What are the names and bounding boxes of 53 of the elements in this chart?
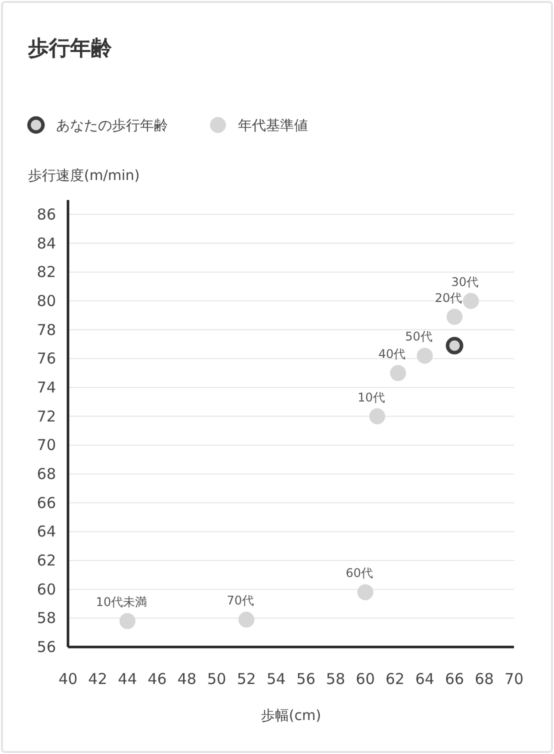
x-tick-label: 56 [296, 670, 316, 688]
annotation: 30代 [451, 274, 479, 289]
y-tick-label: 58 [36, 609, 56, 628]
x-tick-label: 42 [88, 670, 108, 688]
x-tick-label: 62 [386, 670, 405, 688]
x-tick-label: 66 [444, 670, 464, 688]
x-tick-label: 40 [58, 670, 78, 688]
point [238, 612, 254, 628]
point [357, 584, 374, 600]
annotation: 50代 [405, 330, 432, 344]
point [390, 365, 406, 382]
x-tick-label: 58 [326, 670, 346, 688]
y-tick-label: 86 [36, 205, 56, 224]
x-tick-label: 64 [415, 670, 434, 688]
point [446, 308, 463, 325]
annotation: 10代 [358, 390, 385, 404]
annotation: 20代 [434, 290, 462, 305]
x-tick-label: 60 [356, 670, 375, 688]
y-tick-label: 82 [36, 263, 56, 282]
y-tick-label: 68 [36, 464, 56, 483]
x-tick-label: 54 [266, 670, 286, 688]
y-tick-label: 72 [36, 407, 56, 426]
y-tick-label: 62 [36, 551, 56, 570]
x-axis-title: 歩幅(cm) [260, 708, 322, 724]
legend-label: 年代基準値 [238, 118, 308, 134]
y-tick-label: 66 [36, 494, 56, 512]
y-tick-label: 84 [36, 234, 56, 252]
y-tick-label: 64 [36, 522, 56, 541]
x-tick-label: 44 [118, 670, 138, 688]
point [416, 348, 433, 364]
annotation: 70代 [226, 594, 254, 608]
annotation: 40代 [378, 347, 406, 362]
y-tick-label: 76 [36, 350, 56, 368]
point [462, 292, 479, 309]
y-tick-label: 74 [36, 378, 56, 396]
x-tick-label: 52 [236, 670, 256, 688]
annotation: 60代 [346, 566, 373, 580]
legend-label: あなたの歩行年齢 [56, 118, 168, 134]
y-tick-label: 80 [36, 292, 56, 310]
x-tick-label: 68 [474, 670, 494, 688]
x-tick-label: 70 [504, 670, 524, 688]
x-tick-label: 48 [177, 670, 196, 688]
annotation: 10代未満 [96, 595, 148, 610]
x-tick-label: 50 [207, 670, 226, 688]
y-tick-label: 70 [36, 436, 56, 454]
chart-title: 歩行年齢 [27, 36, 113, 60]
y-tick-label: 78 [36, 320, 56, 339]
y-axis-title: 歩行速度(m/min) [28, 168, 140, 184]
point [369, 408, 386, 424]
y-tick-label: 60 [36, 580, 56, 598]
point [119, 613, 136, 630]
y-tick-label: 56 [36, 638, 56, 656]
x-tick-label: 46 [148, 670, 167, 688]
